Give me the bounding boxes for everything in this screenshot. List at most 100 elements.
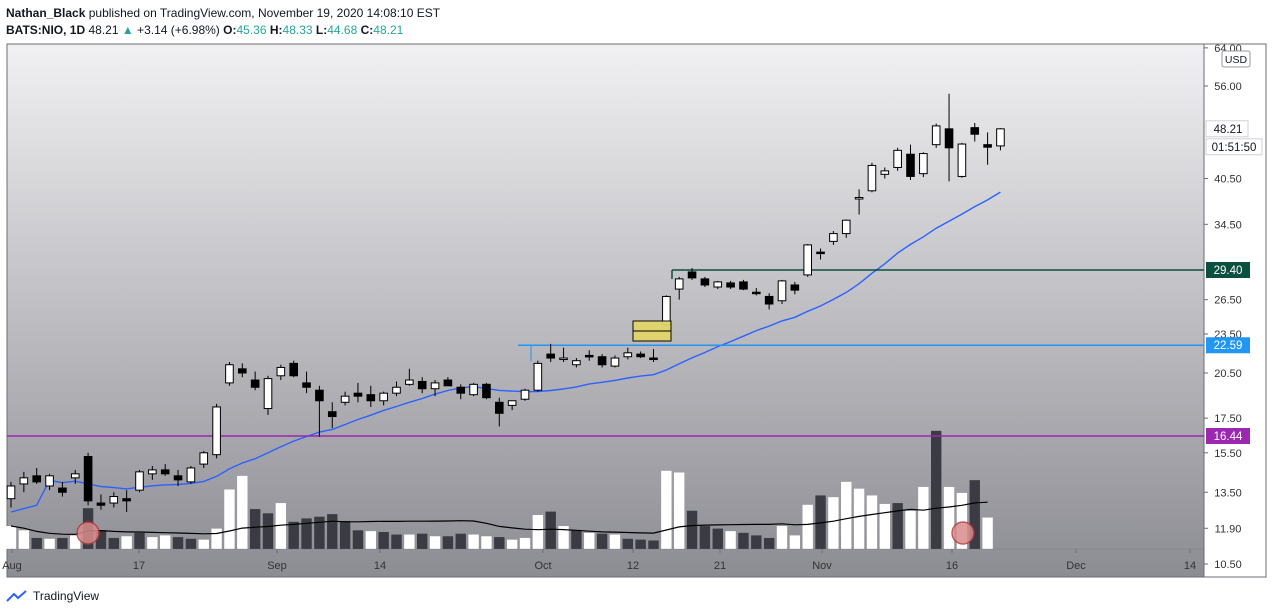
volume-bar xyxy=(751,535,762,549)
volume-bar xyxy=(301,518,312,549)
x-tick-label: Aug xyxy=(2,560,22,572)
volume-bar xyxy=(866,495,878,549)
marker-circle xyxy=(951,521,975,545)
candle-body xyxy=(186,467,196,483)
volume-bar xyxy=(969,480,980,549)
candle-body xyxy=(250,379,260,388)
candle-body xyxy=(340,395,350,403)
volume-bar xyxy=(5,526,17,549)
candle-body xyxy=(379,392,388,402)
volume-bar xyxy=(352,530,364,549)
candle-body xyxy=(970,127,980,135)
volume-bar xyxy=(404,534,415,549)
volume-bar xyxy=(584,532,595,549)
candle-body xyxy=(70,473,80,479)
candle-body xyxy=(482,383,491,399)
candle-body xyxy=(739,281,748,290)
tradingview-logo[interactable]: TradingView xyxy=(6,589,99,603)
candle-body xyxy=(417,380,427,390)
level-price-tag xyxy=(1206,428,1250,444)
volume-bar xyxy=(532,515,544,549)
volume-bar xyxy=(712,528,723,549)
volume-average-line xyxy=(10,501,988,536)
y-tick-label: 34.50 xyxy=(1214,219,1242,231)
candle-body xyxy=(225,364,234,384)
volume-bar xyxy=(121,536,132,549)
low-value: 44.68 xyxy=(327,23,358,37)
candle-body xyxy=(430,382,440,390)
volume-bar xyxy=(391,534,402,549)
candle-body xyxy=(366,394,376,402)
volume-bar xyxy=(224,489,235,549)
publish-text: published on TradingView.com, November 1… xyxy=(88,6,441,20)
candle-body xyxy=(443,379,453,387)
volume-bar xyxy=(275,503,287,549)
volume-bar xyxy=(674,472,685,549)
candle-body xyxy=(854,196,864,200)
price-change: +3.14 (+6.98%) xyxy=(137,23,220,37)
author-name[interactable]: Nathan_Black xyxy=(6,6,86,20)
volume-bar xyxy=(918,486,929,549)
y-tick-label: 26.50 xyxy=(1214,295,1242,307)
volume-bar xyxy=(802,504,813,549)
volume-bar xyxy=(648,540,659,549)
candle-body xyxy=(752,291,761,295)
volume-bar xyxy=(211,528,222,549)
candle-body xyxy=(919,153,928,175)
candle-body xyxy=(289,362,298,377)
volume-bar xyxy=(108,537,119,549)
volume-bar xyxy=(429,536,441,549)
y-tick-label: 20.50 xyxy=(1214,368,1242,380)
candle-body xyxy=(456,386,466,394)
candle-body xyxy=(276,366,286,377)
volume-bar xyxy=(160,535,171,549)
volume-bar xyxy=(815,495,826,549)
volume-bar xyxy=(738,532,749,549)
x-tick-label: 16 xyxy=(946,560,958,572)
candle-body xyxy=(96,502,106,506)
tradingview-cloud-icon xyxy=(6,590,27,602)
volume-bar xyxy=(558,526,569,549)
candle-body xyxy=(45,475,54,487)
candle-body xyxy=(302,382,311,388)
candle-body xyxy=(764,295,774,305)
level-price-label: 29.40 xyxy=(1214,265,1243,277)
candle-body xyxy=(520,389,530,400)
candle-body xyxy=(893,149,902,168)
candle-body xyxy=(546,353,556,359)
candle-body xyxy=(674,278,684,290)
candle-body xyxy=(6,485,16,500)
x-tick-label: 21 xyxy=(714,560,726,572)
volume-bar xyxy=(776,526,788,549)
open-label: O: xyxy=(223,23,237,37)
plot-area[interactable] xyxy=(7,44,1204,577)
x-tick-label: 17 xyxy=(133,560,145,572)
candle-body xyxy=(199,452,209,465)
volume-bar xyxy=(853,488,865,549)
open-value: 45.36 xyxy=(236,23,267,37)
publish-line: Nathan_Black published on TradingView.co… xyxy=(6,5,440,21)
candle-body xyxy=(405,379,414,385)
close-value: 48.21 xyxy=(373,23,404,37)
volume-bar xyxy=(763,537,775,549)
last-price-label: 48.21 xyxy=(1214,124,1243,136)
y-tick-label: 15.50 xyxy=(1214,448,1242,460)
candle-body xyxy=(957,143,967,177)
volume-bar xyxy=(905,510,916,549)
volume-bar xyxy=(519,537,531,549)
candle-body xyxy=(662,295,671,325)
marker-circle xyxy=(76,521,100,545)
volume-bar xyxy=(147,537,158,549)
volume-bar xyxy=(686,510,698,549)
volume-bar xyxy=(635,539,646,549)
currency-label: USD xyxy=(1225,54,1248,66)
countdown-tag xyxy=(1205,138,1263,156)
candle-body xyxy=(32,475,42,483)
y-tick-label: 11.90 xyxy=(1215,523,1242,535)
candle-body xyxy=(829,233,838,242)
candle-body xyxy=(160,469,170,475)
volume-bar xyxy=(571,530,582,549)
volume-bar xyxy=(95,530,107,549)
volume-bar xyxy=(327,514,338,549)
